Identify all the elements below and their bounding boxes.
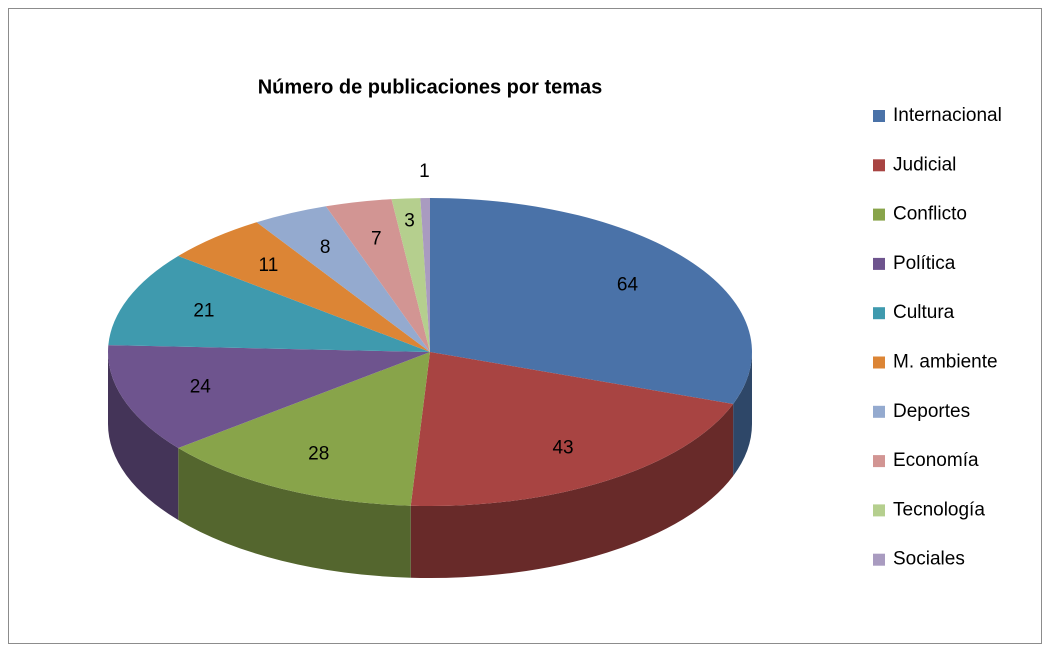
data-label: 1 bbox=[419, 161, 430, 182]
data-label: 8 bbox=[320, 237, 331, 258]
slice bbox=[410, 352, 734, 506]
slice bbox=[256, 206, 430, 352]
slice bbox=[325, 199, 430, 352]
slice bbox=[391, 198, 430, 352]
legend-swatch bbox=[873, 504, 885, 517]
data-label: 64 bbox=[617, 275, 639, 296]
legend-label: Internacional bbox=[893, 105, 1002, 126]
data-label: 11 bbox=[259, 255, 279, 276]
data-label: 21 bbox=[193, 300, 214, 321]
legend-swatch bbox=[873, 208, 885, 221]
legend-label: M. ambiente bbox=[893, 352, 998, 373]
legend-swatch bbox=[873, 110, 885, 122]
slice bbox=[178, 222, 430, 352]
slice bbox=[420, 198, 430, 352]
legend-label: Tecnología bbox=[893, 499, 985, 520]
slice-side bbox=[107, 352, 179, 521]
legend-label: Economía bbox=[893, 450, 979, 471]
legend-swatch bbox=[873, 356, 885, 369]
data-label: 3 bbox=[404, 210, 415, 231]
chart-title: Número de publicaciones por temas bbox=[258, 76, 603, 98]
slice-side bbox=[733, 352, 752, 476]
legend-swatch bbox=[873, 405, 885, 418]
data-label: 28 bbox=[308, 444, 329, 465]
slice bbox=[108, 345, 430, 449]
legend-swatch bbox=[873, 159, 885, 172]
data-label: 7 bbox=[371, 228, 382, 249]
legend-swatch bbox=[873, 307, 885, 320]
slice bbox=[430, 198, 752, 404]
legend-swatch bbox=[873, 257, 885, 270]
legend-label: Sociales bbox=[893, 549, 965, 570]
legend-label: Deportes bbox=[893, 401, 970, 422]
slice-side bbox=[178, 448, 411, 578]
data-label: 24 bbox=[190, 377, 212, 398]
legend-label: Conflicto bbox=[893, 204, 967, 225]
data-label: 43 bbox=[552, 437, 573, 458]
slice bbox=[178, 352, 430, 506]
slice bbox=[108, 255, 431, 352]
legend-label: Cultura bbox=[893, 302, 955, 323]
legend-label: Judicial bbox=[893, 154, 956, 175]
legend-label: Política bbox=[893, 253, 956, 274]
legend-swatch bbox=[873, 553, 885, 566]
legend-swatch bbox=[873, 455, 885, 468]
slice-side bbox=[410, 403, 734, 578]
